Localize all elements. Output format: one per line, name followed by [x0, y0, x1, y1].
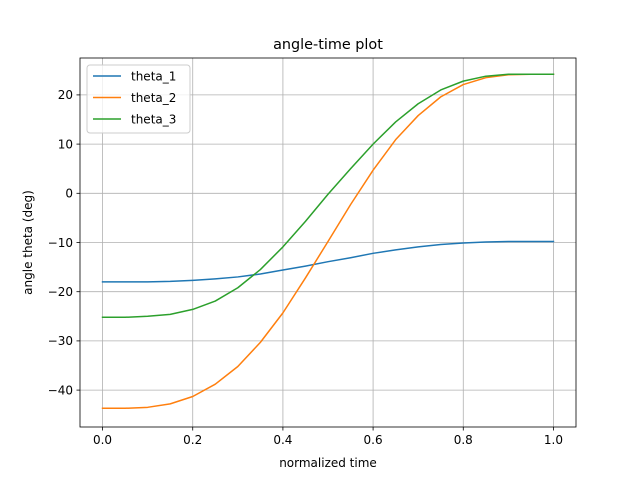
x-tick-label: 0.4 [273, 433, 292, 447]
series-line-theta_3 [101, 73, 555, 319]
y-tick-label: 20 [58, 88, 73, 102]
legend-label-theta_2: theta_2 [131, 91, 176, 105]
legend: theta_1 theta_2 theta_3 [86, 64, 191, 134]
y-tick-label: 10 [58, 137, 73, 151]
x-tick-label: 0.8 [454, 433, 473, 447]
y-axis-label: angle theta (deg) [21, 190, 35, 295]
y-tick-label: −20 [48, 285, 73, 299]
series-line-theta_1 [101, 240, 555, 283]
series-line-theta_2 [101, 73, 555, 410]
legend-box [86, 64, 191, 134]
legend-label-theta_1: theta_1 [131, 69, 176, 83]
y-tick-label: 0 [65, 187, 73, 201]
y-tick-label: −10 [48, 236, 73, 250]
x-tick-label: 0.2 [183, 433, 202, 447]
chart-title: angle-time plot [273, 37, 383, 53]
x-tick-label: 0.6 [364, 433, 383, 447]
x-tick-label: 0.0 [93, 433, 112, 447]
legend-label-theta_3: theta_3 [131, 112, 176, 126]
x-axis-ticks: 0.0 0.2 0.4 0.6 0.8 1.0 [93, 427, 563, 447]
y-tick-label: −40 [48, 383, 73, 397]
series-lines [101, 73, 555, 410]
y-axis-ticks: −40 −30 −20 −10 0 10 20 [48, 88, 80, 397]
x-tick-label: 1.0 [544, 433, 563, 447]
y-tick-label: −30 [48, 334, 73, 348]
x-axis-label: normalized time [279, 456, 377, 470]
